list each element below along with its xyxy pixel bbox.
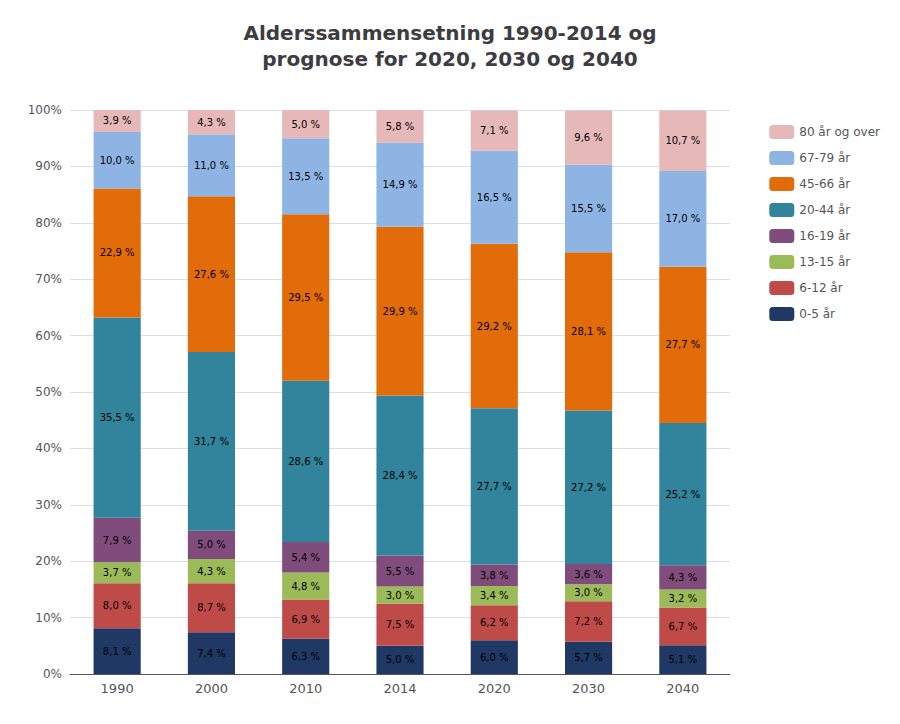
svg-text:30%: 30% (35, 498, 62, 512)
svg-text:3,4 %: 3,4 % (480, 590, 509, 601)
svg-text:90%: 90% (35, 159, 62, 173)
svg-text:27,2 %: 27,2 % (571, 482, 606, 493)
svg-text:60%: 60% (35, 329, 62, 343)
svg-text:70%: 70% (35, 272, 62, 286)
svg-text:2030: 2030 (572, 681, 605, 696)
svg-text:10%: 10% (35, 611, 62, 625)
svg-text:4,8 %: 4,8 % (291, 581, 320, 592)
svg-text:3,9 %: 3,9 % (103, 115, 132, 126)
svg-text:13,5 %: 13,5 % (288, 171, 323, 182)
svg-text:28,6 %: 28,6 % (288, 456, 323, 467)
svg-text:6,7 %: 6,7 % (669, 621, 698, 632)
svg-text:31,7 %: 31,7 % (194, 436, 229, 447)
svg-text:2000: 2000 (195, 681, 228, 696)
svg-text:29,5 %: 29,5 % (288, 292, 323, 303)
svg-text:3,2 %: 3,2 % (669, 593, 698, 604)
svg-text:3,8 %: 3,8 % (480, 570, 509, 581)
svg-text:29,2 %: 29,2 % (477, 321, 512, 332)
svg-text:8,0 %: 8,0 % (103, 600, 132, 611)
svg-text:10,0 %: 10,0 % (100, 155, 135, 166)
svg-text:5,1 %: 5,1 % (669, 654, 698, 665)
svg-text:2014: 2014 (383, 681, 416, 696)
svg-text:6,2 %: 6,2 % (480, 617, 509, 628)
svg-text:16-19 år: 16-19 år (799, 229, 850, 243)
svg-text:9,6 %: 9,6 % (574, 132, 603, 143)
svg-text:22,9 %: 22,9 % (100, 247, 135, 258)
svg-text:3,7 %: 3,7 % (103, 567, 132, 578)
svg-text:6-12 år: 6-12 år (799, 281, 842, 295)
svg-text:80 år og over: 80 år og over (799, 125, 880, 139)
svg-text:100%: 100% (28, 103, 62, 117)
svg-text:13-15 år: 13-15 år (799, 255, 850, 269)
svg-text:5,5 %: 5,5 % (386, 566, 415, 577)
svg-text:2010: 2010 (289, 681, 322, 696)
svg-text:15,5 %: 15,5 % (571, 203, 606, 214)
svg-text:50%: 50% (35, 385, 62, 399)
svg-text:4,3 %: 4,3 % (669, 572, 698, 583)
svg-text:5,4 %: 5,4 % (291, 552, 320, 563)
svg-text:7,2 %: 7,2 % (574, 616, 603, 627)
svg-text:3,0 %: 3,0 % (574, 587, 603, 598)
svg-text:27,7 %: 27,7 % (477, 481, 512, 492)
svg-text:8,7 %: 8,7 % (197, 602, 226, 613)
svg-text:Alderssammensetning 1990-2014: Alderssammensetning 1990-2014 og (243, 21, 656, 45)
svg-text:7,1 %: 7,1 % (480, 125, 509, 136)
svg-text:11,0 %: 11,0 % (194, 160, 229, 171)
svg-text:27,7 %: 27,7 % (665, 339, 700, 350)
svg-text:35,5 %: 35,5 % (100, 412, 135, 423)
svg-text:17,0 %: 17,0 % (665, 213, 700, 224)
svg-text:7,5 %: 7,5 % (386, 619, 415, 630)
svg-text:10,7 %: 10,7 % (665, 135, 700, 146)
svg-text:5,7 %: 5,7 % (574, 652, 603, 663)
svg-text:1990: 1990 (101, 681, 134, 696)
svg-text:27,6 %: 27,6 % (194, 269, 229, 280)
svg-text:5,0 %: 5,0 % (291, 119, 320, 130)
svg-text:3,0 %: 3,0 % (386, 590, 415, 601)
svg-text:5,0 %: 5,0 % (386, 654, 415, 665)
svg-text:4,3 %: 4,3 % (197, 566, 226, 577)
svg-text:7,4 %: 7,4 % (197, 648, 226, 659)
svg-text:45-66 år: 45-66 år (799, 177, 850, 191)
svg-text:80%: 80% (35, 216, 62, 230)
svg-text:4,3 %: 4,3 % (197, 117, 226, 128)
svg-text:3,6 %: 3,6 % (574, 569, 603, 580)
svg-text:16,5 %: 16,5 % (477, 192, 512, 203)
svg-text:6,9 %: 6,9 % (291, 614, 320, 625)
svg-text:28,4 %: 28,4 % (383, 470, 418, 481)
svg-text:5,0 %: 5,0 % (197, 539, 226, 550)
svg-text:0-5 år: 0-5 år (799, 307, 835, 321)
svg-text:5,8 %: 5,8 % (386, 121, 415, 132)
svg-text:29,9 %: 29,9 % (383, 306, 418, 317)
svg-text:0%: 0% (43, 667, 62, 681)
svg-text:8,1 %: 8,1 % (103, 646, 132, 657)
svg-text:7,9 %: 7,9 % (103, 535, 132, 546)
svg-text:6,3 %: 6,3 % (291, 651, 320, 662)
svg-text:2020: 2020 (478, 681, 511, 696)
svg-text:14,9 %: 14,9 % (383, 179, 418, 190)
svg-text:2040: 2040 (666, 681, 699, 696)
svg-text:40%: 40% (35, 441, 62, 455)
svg-text:67-79 år: 67-79 år (799, 151, 850, 165)
svg-text:20-44 år: 20-44 år (799, 203, 850, 217)
svg-text:25,2 %: 25,2 % (665, 489, 700, 500)
svg-text:20%: 20% (35, 554, 62, 568)
svg-text:6,0 %: 6,0 % (480, 652, 509, 663)
svg-text:prognose for 2020, 2030 og 204: prognose for 2020, 2030 og 2040 (262, 47, 637, 71)
svg-text:28,1 %: 28,1 % (571, 326, 606, 337)
